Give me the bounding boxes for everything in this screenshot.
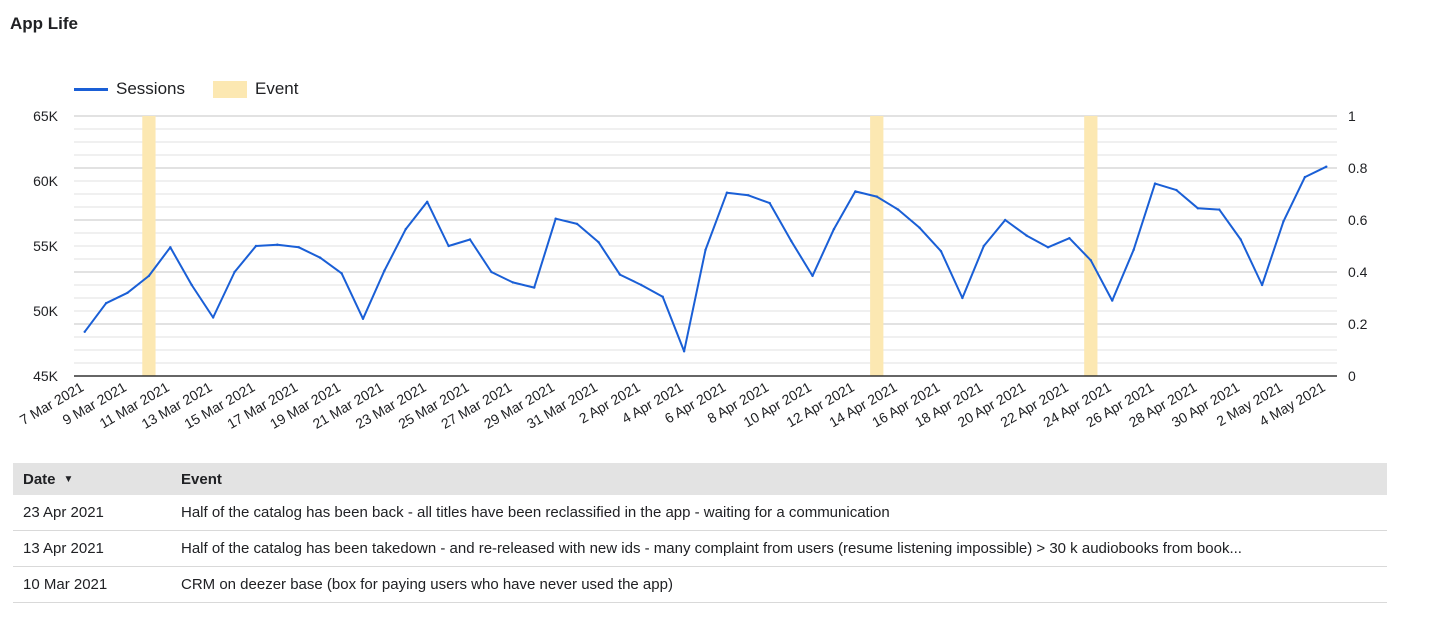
column-header-event-label: Event <box>181 470 222 488</box>
legend-label-event: Event <box>254 79 299 98</box>
sessions-point <box>704 248 707 252</box>
event-bar <box>142 116 156 376</box>
sessions-point <box>104 302 108 305</box>
sessions-point <box>747 194 750 197</box>
sessions-point <box>211 316 215 319</box>
sessions-point <box>1282 220 1285 223</box>
sessions-point <box>533 286 536 289</box>
sessions-point <box>896 208 900 211</box>
sessions-point <box>597 240 600 244</box>
sessions-point <box>383 269 386 272</box>
cell-date: 23 Apr 2021 <box>23 504 104 521</box>
sessions-point <box>1046 246 1050 249</box>
sessions-point <box>126 291 129 294</box>
sessions-point <box>340 272 343 275</box>
table-row[interactable]: 23 Apr 2021 Half of the catalog has been… <box>13 495 1387 531</box>
sessions-point <box>1218 208 1221 211</box>
legend-item-sessions[interactable]: Sessions <box>74 79 185 99</box>
y-right-tick-label: 0.4 <box>1348 264 1368 280</box>
sessions-point <box>1132 248 1135 252</box>
y-left-tick-label: 45K <box>33 368 59 384</box>
cell-date: 10 Mar 2021 <box>23 576 108 593</box>
sessions-point <box>640 283 643 287</box>
chart-title: App Life <box>10 14 78 33</box>
sessions-point <box>468 238 472 241</box>
sessions-point <box>789 239 793 242</box>
sessions-point <box>1239 238 1242 241</box>
sessions-point <box>982 244 985 248</box>
sessions-point <box>1325 165 1328 168</box>
sessions-point <box>1175 188 1178 192</box>
sessions-point <box>875 195 878 198</box>
sessions-point <box>426 200 429 203</box>
sessions-point <box>1089 259 1093 262</box>
chart-legend: Sessions Event <box>74 79 326 99</box>
sessions-point <box>918 226 921 229</box>
y-right-tick-label: 1 <box>1348 108 1356 124</box>
sessions-point <box>254 244 258 248</box>
sessions-point <box>1303 175 1307 179</box>
sessions-point <box>811 274 814 278</box>
sessions-point <box>490 270 493 274</box>
y-left-tick-label: 50K <box>33 303 59 319</box>
sessions-point <box>447 244 450 248</box>
sessions-point <box>318 256 322 259</box>
sessions-point <box>233 270 236 274</box>
sessions-point <box>618 273 622 276</box>
sessions-point <box>83 330 86 333</box>
sessions-point <box>1153 182 1157 185</box>
sort-descending-icon[interactable]: ▼ <box>63 473 74 485</box>
cell-event: Half of the catalog has been takedown - … <box>181 540 1242 557</box>
sessions-point <box>276 243 279 246</box>
sessions-point <box>768 201 771 205</box>
sessions-point <box>939 250 943 253</box>
sessions-point <box>147 274 151 278</box>
sessions-point <box>190 283 193 287</box>
sessions-point <box>832 227 836 231</box>
y-right-tick-label: 0.6 <box>1348 212 1368 228</box>
table-row[interactable]: 10 Mar 2021 CRM on deezer base (box for … <box>13 567 1387 603</box>
sessions-point <box>511 281 515 284</box>
sessions-point <box>661 295 664 298</box>
sessions-point <box>725 191 729 194</box>
sessions-point <box>575 222 579 226</box>
sessions-point <box>961 296 964 300</box>
sessions-point <box>361 317 365 320</box>
sessions-point <box>1260 283 1264 287</box>
y-left-tick-label: 65K <box>33 108 59 124</box>
y-left-tick-label: 60K <box>33 173 59 189</box>
sessions-point <box>854 190 857 193</box>
column-header-date[interactable]: Date ▼ <box>13 471 181 488</box>
sessions-point <box>1025 234 1028 237</box>
y-right-tick-label: 0.8 <box>1348 160 1368 176</box>
table-header: Date ▼ Event <box>13 463 1387 495</box>
column-header-date-label: Date <box>23 470 56 488</box>
events-table: Date ▼ Event 23 Apr 2021 Half of the cat… <box>13 463 1387 603</box>
legend-item-event[interactable]: Event <box>212 79 299 99</box>
sessions-point <box>554 217 557 220</box>
sessions-point <box>1196 207 1200 210</box>
sessions-point <box>169 246 172 249</box>
column-header-event[interactable]: Event <box>181 471 1387 488</box>
cell-date: 13 Apr 2021 <box>23 540 104 557</box>
sessions-point <box>1068 237 1071 240</box>
y-left-tick-label: 55K <box>33 238 59 254</box>
sessions-point <box>404 227 408 231</box>
event-bar <box>1084 116 1098 376</box>
legend-label-sessions: Sessions <box>116 79 185 98</box>
y-right-tick-label: 0 <box>1348 368 1356 384</box>
sessions-point <box>682 350 686 353</box>
legend-swatch-event <box>212 80 247 98</box>
event-bar <box>870 116 884 376</box>
cell-event: Half of the catalog has been back - all … <box>181 504 890 521</box>
table-row[interactable]: 13 Apr 2021 Half of the catalog has been… <box>13 531 1387 567</box>
legend-swatch-sessions <box>74 87 108 91</box>
sessions-point <box>1003 218 1007 222</box>
sessions-point <box>297 246 300 249</box>
cell-event: CRM on deezer base (box for paying users… <box>181 576 673 593</box>
sessions-point <box>1111 299 1114 302</box>
y-right-tick-label: 0.2 <box>1348 316 1368 332</box>
